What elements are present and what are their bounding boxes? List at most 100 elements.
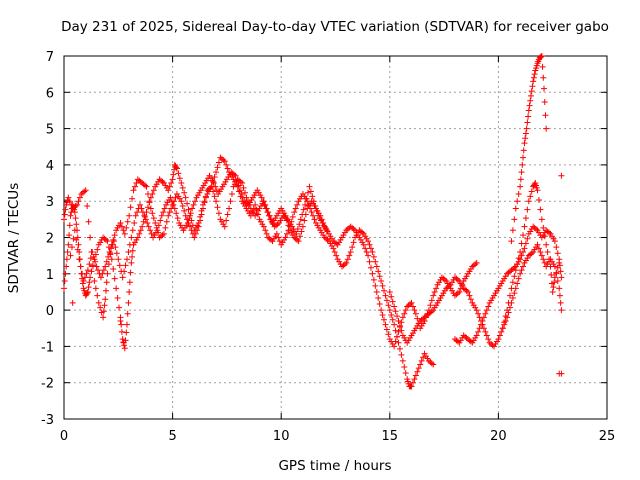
- data-point: [369, 270, 376, 277]
- data-point: [239, 194, 246, 201]
- data-point: [543, 241, 550, 248]
- data-point: [111, 232, 118, 239]
- data-point: [297, 216, 304, 223]
- y-tick-labels: -3 -2 -1 0 1 2 3 4 5 6 7: [41, 50, 54, 428]
- data-point: [76, 194, 83, 201]
- data-point: [522, 215, 529, 222]
- data-point: [263, 230, 270, 237]
- data-point: [224, 165, 231, 172]
- data-point: [252, 201, 259, 208]
- data-point: [173, 164, 180, 171]
- data-point: [112, 244, 119, 251]
- data-point: [74, 246, 81, 253]
- data-point: [168, 198, 175, 205]
- data-point: [302, 201, 309, 208]
- data-point: [522, 135, 529, 142]
- data-point: [515, 255, 522, 262]
- data-point: [115, 256, 122, 263]
- data-point: [123, 329, 130, 336]
- data-point: [383, 297, 390, 304]
- data-point: [173, 165, 180, 172]
- data-point: [90, 253, 97, 260]
- data-point: [535, 245, 542, 252]
- data-point: [546, 256, 553, 263]
- data-point: [123, 256, 130, 263]
- data-point: [275, 234, 282, 241]
- data-point: [454, 276, 461, 283]
- x-tick-label: 25: [599, 429, 616, 444]
- data-point: [91, 278, 98, 285]
- data-point: [110, 236, 117, 243]
- data-point: [391, 303, 398, 310]
- x-tick-labels: 0 5 10 15 20 25: [60, 429, 615, 444]
- data-point: [210, 180, 217, 187]
- data-point: [402, 370, 409, 377]
- data-point: [558, 274, 565, 281]
- data-point: [430, 361, 437, 368]
- data-point: [411, 376, 418, 383]
- data-point: [517, 249, 524, 256]
- data-point: [73, 221, 80, 228]
- data-point: [307, 188, 314, 195]
- data-point: [402, 307, 409, 314]
- data-point: [527, 97, 534, 104]
- data-point: [446, 282, 453, 289]
- data-point: [226, 205, 233, 212]
- data-point: [114, 295, 121, 301]
- data-point: [85, 284, 92, 291]
- data-point: [283, 215, 290, 222]
- data-point: [100, 267, 107, 274]
- data-point: [265, 212, 272, 219]
- x-axis-title: GPS time / hours: [278, 458, 391, 474]
- data-point: [379, 282, 386, 289]
- data-point: [375, 268, 382, 275]
- data-point: [172, 194, 179, 201]
- data-point: [234, 177, 241, 184]
- data-point: [85, 218, 92, 225]
- data-point: [207, 184, 214, 191]
- data-point: [170, 201, 177, 208]
- data-point: [505, 299, 512, 306]
- data-point: [554, 264, 561, 271]
- data-point: [537, 249, 544, 256]
- data-point: [386, 307, 393, 314]
- data-point: [464, 288, 471, 295]
- data-point: [467, 296, 474, 303]
- data-point: [159, 232, 166, 239]
- data-point: [502, 313, 509, 320]
- data-point: [381, 316, 388, 323]
- data-point: [215, 159, 222, 166]
- data-point: [297, 233, 304, 240]
- data-point: [409, 379, 416, 386]
- data-point: [496, 332, 503, 339]
- data-point: [534, 241, 541, 248]
- data-point: [210, 188, 217, 195]
- data-point: [117, 317, 124, 324]
- data-point: [401, 310, 408, 317]
- data-point: [139, 223, 146, 230]
- data-point: [80, 278, 87, 285]
- data-point: [100, 314, 107, 321]
- x-tick-label: 0: [60, 429, 68, 444]
- data-point: [517, 176, 524, 183]
- data-point: [232, 172, 239, 179]
- data-point: [347, 249, 354, 256]
- data-point: [558, 307, 565, 314]
- data-point: [214, 204, 221, 211]
- data-point: [197, 217, 204, 224]
- data-point: [139, 209, 146, 216]
- data-point: [392, 308, 399, 315]
- data-point: [62, 206, 69, 213]
- data-point: [103, 258, 110, 265]
- data-point: [289, 213, 296, 220]
- data-point: [242, 189, 248, 196]
- data-point: [360, 241, 367, 248]
- data-point: [313, 207, 320, 214]
- data-point: [312, 203, 319, 210]
- data-point: [186, 223, 193, 230]
- data-point: [323, 227, 330, 234]
- data-point: [541, 259, 548, 266]
- data-point: [537, 54, 544, 61]
- data-point: [551, 238, 558, 245]
- data-point: [520, 154, 527, 161]
